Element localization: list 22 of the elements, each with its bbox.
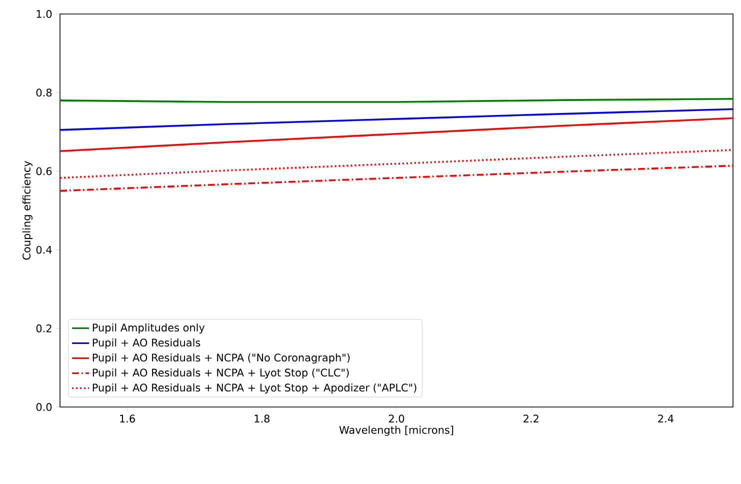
- x-axis-title: Wavelength [microns]: [339, 426, 454, 436]
- y-axis-title: Coupling efficiency: [22, 160, 33, 260]
- y-tick-label: 1.0: [36, 10, 52, 18]
- y-tick-label: 0.0: [36, 403, 52, 411]
- x-tick-label: 2.2: [524, 414, 538, 422]
- line-series: [60, 164, 734, 192]
- x-tick-label: 1.8: [254, 414, 270, 423]
- y-tick-label: 0.2: [36, 324, 52, 332]
- x-tick-label: 2.0: [388, 414, 404, 423]
- legend-label: Pupil + AO Residuals + NCPA + Lyot Stop ("CLC"): [92, 368, 349, 379]
- y-tick-label: 0.4: [36, 246, 52, 254]
- line-series: [60, 108, 734, 131]
- legend-label: Pupil + AO Residuals + NCPA + Lyot Stop + Apodizer ("APLC"): [92, 383, 416, 394]
- legend-label: Pupil + AO Residuals: [92, 338, 200, 349]
- x-tick-label: 2.4: [658, 414, 674, 422]
- x-tick-label: 1.6: [120, 414, 135, 423]
- line-series: [60, 149, 734, 179]
- legend-label: Pupil Amplitudes only: [92, 323, 205, 334]
- y-tick-label: 0.6: [36, 167, 52, 176]
- legend-label: Pupil + AO Residuals + NCPA ("No Coronagraph"): [92, 353, 350, 364]
- y-tick-label: 0.8: [36, 88, 52, 97]
- line-series: [60, 117, 734, 152]
